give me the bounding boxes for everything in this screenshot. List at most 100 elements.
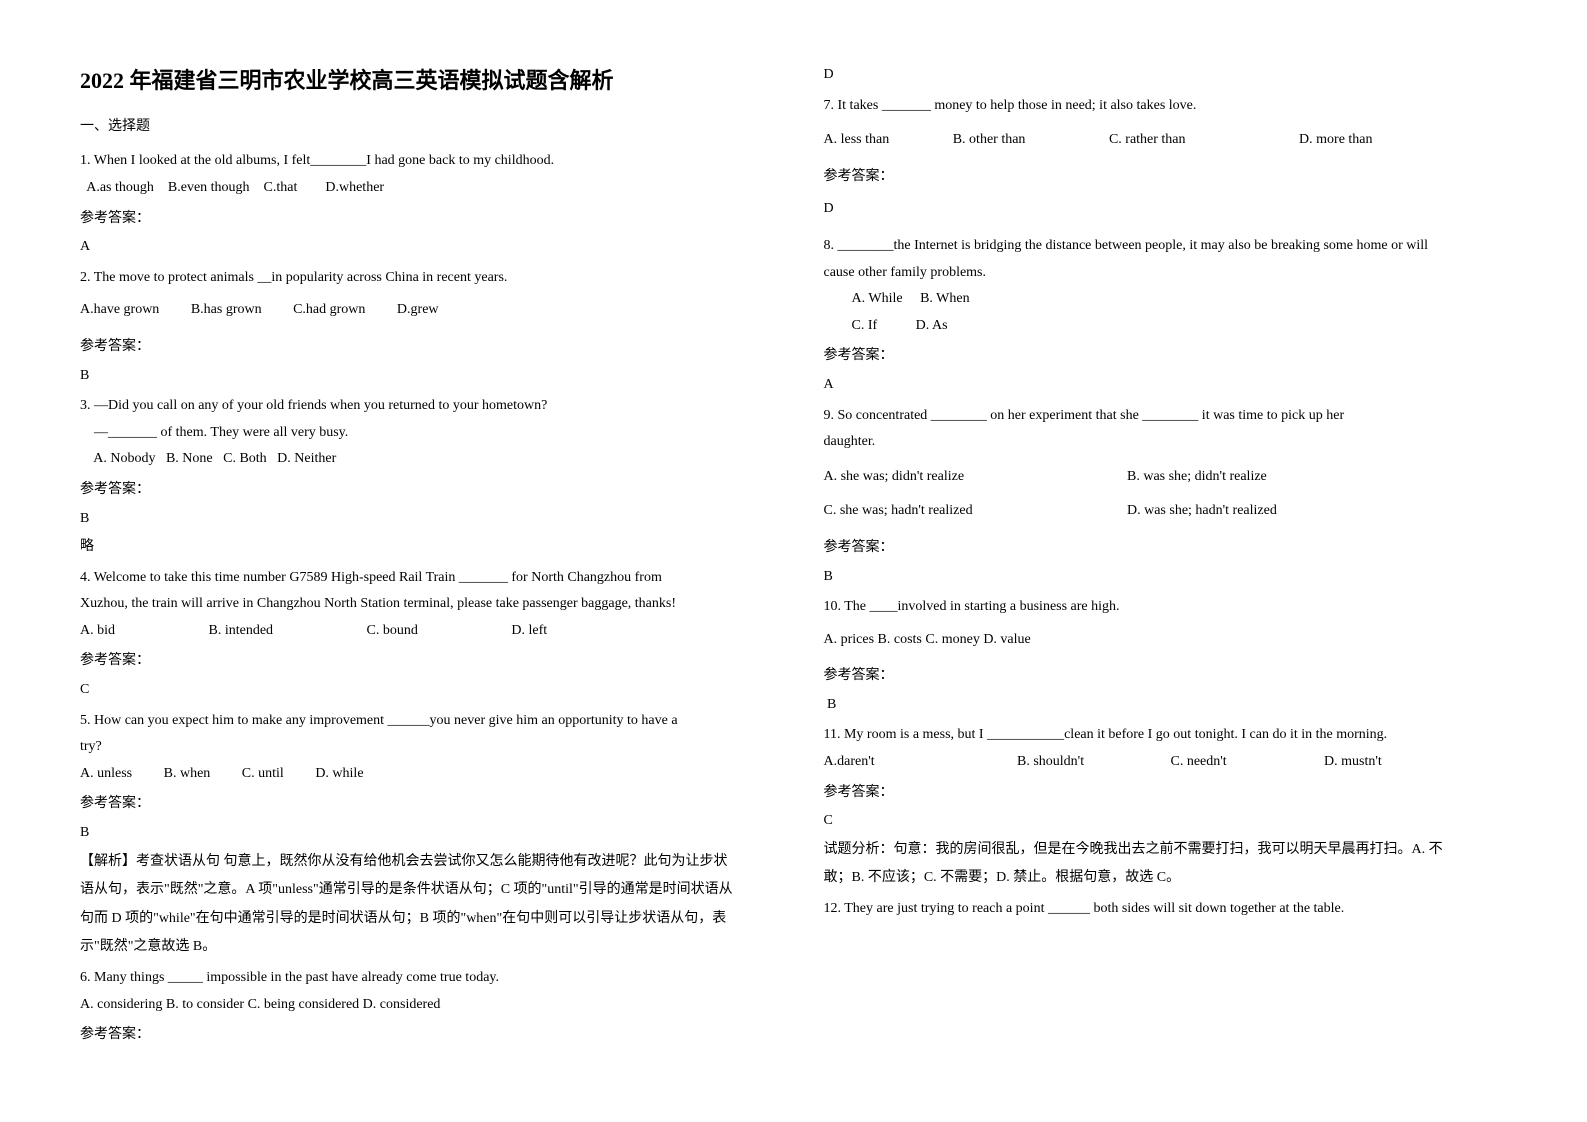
q5-exp1: 【解析】考查状语从句 句意上，既然你从没有给他机会去尝试你又怎么能期待他有改进呢… — [80, 849, 764, 876]
q7-opt-c: C. rather than — [1109, 127, 1186, 154]
doc-title: 2022 年福建省三明市农业学校高三英语模拟试题含解析 — [80, 60, 764, 102]
q8-opts-row1: A. While B. When — [824, 286, 1508, 313]
q5-exp4: 示"既然"之意故选 B。 — [80, 934, 764, 961]
question-4: 4. Welcome to take this time number G758… — [80, 565, 764, 618]
answer-label: 参考答案： — [824, 663, 1508, 690]
q1-answer: A — [80, 234, 764, 261]
q9-opt-a: A. she was; didn't realize — [824, 464, 1124, 491]
q10-options: A. prices B. costs C. money D. value — [824, 627, 1508, 654]
q3-options: A. Nobody B. None C. Both D. Neither — [80, 446, 764, 473]
question-8: 8. ________the Internet is bridging the … — [824, 233, 1508, 339]
q7-opt-a: A. less than — [824, 127, 890, 154]
q5-answer: B — [80, 820, 764, 847]
q5-opt-b: B. when — [164, 761, 211, 788]
q7-answer: D — [824, 196, 1508, 223]
question-12: 12. They are just trying to reach a poin… — [824, 896, 1508, 923]
q2-opt-d: D.grew — [397, 297, 439, 324]
q2-answer: B — [80, 363, 764, 390]
q7-stem: 7. It takes _______ money to help those … — [824, 93, 1508, 120]
q5-opt-c: C. until — [242, 761, 284, 788]
q9-opt-d: D. was she; hadn't realized — [1127, 503, 1277, 518]
q9-answer: B — [824, 564, 1508, 591]
q6-answer: D — [824, 62, 1508, 89]
q11-answer: C — [824, 808, 1508, 835]
answer-label: 参考答案： — [80, 477, 764, 504]
q11-opt-c: C. needn't — [1171, 749, 1321, 776]
q5-options: A. unless B. when C. until D. while — [80, 761, 764, 788]
question-3: 3. —Did you call on any of your old frie… — [80, 393, 764, 473]
q11-exp1: 试题分析：句意：我的房间很乱，但是在今晚我出去之前不需要打扫，我可以明天早晨再打… — [824, 837, 1508, 864]
q4-line1: 4. Welcome to take this time number G758… — [80, 565, 764, 592]
q5-opt-a: A. unless — [80, 761, 132, 788]
q1-stem: 1. When I looked at the old albums, I fe… — [80, 148, 764, 175]
q4-opt-a: A. bid — [80, 618, 115, 645]
q4-opt-d: D. left — [511, 618, 547, 645]
q4-opt-b: B. intended — [209, 618, 274, 645]
q8-line2: cause other family problems. — [824, 260, 1508, 287]
question-6: 6. Many things _____ impossible in the p… — [80, 965, 764, 1018]
q2-opt-a: A.have grown — [80, 297, 159, 324]
section-heading: 一、选择题 — [80, 114, 764, 141]
q9-options-row1: A. she was; didn't realize B. was she; d… — [824, 464, 1508, 491]
answer-label: 参考答案： — [824, 535, 1508, 562]
q2-stem: 2. The move to protect animals __in popu… — [80, 265, 764, 292]
q12-stem: 12. They are just trying to reach a poin… — [824, 896, 1508, 923]
q5-exp3: 句而 D 项的"while"在句中通常引导的是时间状语从句；B 项的"when"… — [80, 906, 764, 933]
q6-options: A. considering B. to consider C. being c… — [80, 992, 764, 1019]
answer-label: 参考答案： — [80, 791, 764, 818]
q4-opt-c: C. bound — [367, 618, 418, 645]
document-page: 2022 年福建省三明市农业学校高三英语模拟试题含解析 一、选择题 1. Whe… — [0, 0, 1587, 1122]
answer-label: 参考答案： — [824, 343, 1508, 370]
question-2: 2. The move to protect animals __in popu… — [80, 265, 764, 292]
q9-line2: daughter. — [824, 429, 1508, 456]
question-10: 10. The ____involved in starting a busin… — [824, 594, 1508, 621]
q3-note: 略 — [80, 534, 764, 561]
q2-options: A.have grown B.has grown C.had grown D.g… — [80, 297, 764, 324]
q8-opts-row2: C. If D. As — [824, 313, 1508, 340]
q3-answer: B — [80, 506, 764, 533]
q5-opt-d: D. while — [315, 761, 363, 788]
q11-stem: 11. My room is a mess, but I ___________… — [824, 722, 1508, 749]
left-column: 2022 年福建省三明市农业学校高三英语模拟试题含解析 一、选择题 1. Whe… — [50, 60, 794, 1082]
q11-opt-b: B. shouldn't — [1017, 749, 1167, 776]
answer-label: 参考答案： — [80, 1022, 764, 1049]
q11-opt-a: A.daren't — [824, 749, 1014, 776]
q5-line2: try? — [80, 734, 764, 761]
q9-opt-c: C. she was; hadn't realized — [824, 498, 1124, 525]
question-9: 9. So concentrated ________ on her exper… — [824, 403, 1508, 456]
q9-options-row2: C. she was; hadn't realized D. was she; … — [824, 498, 1508, 525]
answer-label: 参考答案： — [824, 164, 1508, 191]
q2-opt-b: B.has grown — [191, 297, 262, 324]
q7-opt-d: D. more than — [1299, 127, 1372, 154]
q3-line1: 3. —Did you call on any of your old frie… — [80, 393, 764, 420]
answer-label: 参考答案： — [824, 780, 1508, 807]
q4-answer: C — [80, 677, 764, 704]
q1-options: A.as though B.even though C.that D.wheth… — [80, 175, 764, 202]
q9-opt-b: B. was she; didn't realize — [1127, 469, 1267, 484]
q5-exp2: 语从句，表示"既然"之意。A 项"unless"通常引导的是条件状语从句；C 项… — [80, 877, 764, 904]
question-7: 7. It takes _______ money to help those … — [824, 93, 1508, 120]
q8-answer: A — [824, 372, 1508, 399]
q4-line2: Xuzhou, the train will arrive in Changzh… — [80, 591, 764, 618]
q10-stem: 10. The ____involved in starting a busin… — [824, 594, 1508, 621]
q8-line1: 8. ________the Internet is bridging the … — [824, 233, 1508, 260]
q5-line1: 5. How can you expect him to make any im… — [80, 708, 764, 735]
answer-label: 参考答案： — [80, 334, 764, 361]
q11-opt-d: D. mustn't — [1324, 754, 1382, 769]
q3-line2: —_______ of them. They were all very bus… — [80, 420, 764, 447]
q11-exp2: 敢；B. 不应该；C. 不需要；D. 禁止。根据句意，故选 C。 — [824, 865, 1508, 892]
q6-stem: 6. Many things _____ impossible in the p… — [80, 965, 764, 992]
answer-label: 参考答案： — [80, 206, 764, 233]
question-1: 1. When I looked at the old albums, I fe… — [80, 148, 764, 201]
q10-answer: B — [824, 692, 1508, 719]
q7-opt-b: B. other than — [953, 127, 1026, 154]
q2-opt-c: C.had grown — [293, 297, 365, 324]
right-column: D 7. It takes _______ money to help thos… — [794, 60, 1538, 1082]
answer-label: 参考答案： — [80, 648, 764, 675]
q9-line1: 9. So concentrated ________ on her exper… — [824, 403, 1508, 430]
q4-options: A. bid B. intended C. bound D. left — [80, 618, 764, 645]
q11-options: A.daren't B. shouldn't C. needn't D. mus… — [824, 749, 1508, 776]
question-5: 5. How can you expect him to make any im… — [80, 708, 764, 761]
q7-options: A. less than B. other than C. rather tha… — [824, 127, 1508, 154]
question-11: 11. My room is a mess, but I ___________… — [824, 722, 1508, 749]
